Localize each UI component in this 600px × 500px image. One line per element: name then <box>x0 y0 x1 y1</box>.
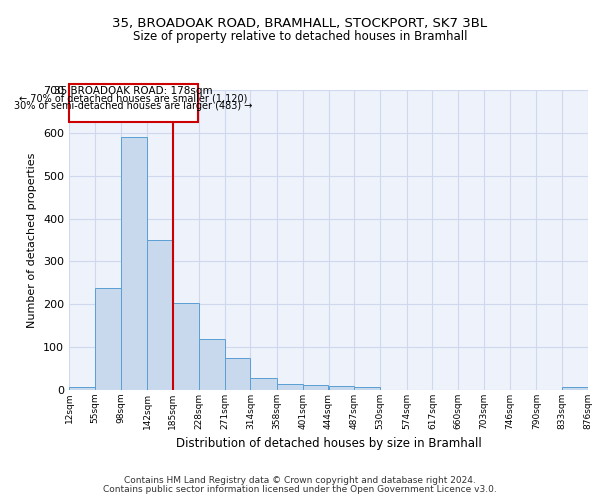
Y-axis label: Number of detached properties: Number of detached properties <box>28 152 37 328</box>
Bar <box>302 386 329 390</box>
Bar <box>147 240 173 390</box>
Text: 35 BROADOAK ROAD: 178sqm: 35 BROADOAK ROAD: 178sqm <box>54 86 213 96</box>
Bar <box>121 137 147 390</box>
Bar <box>173 302 199 390</box>
Text: Contains HM Land Registry data © Crown copyright and database right 2024.: Contains HM Land Registry data © Crown c… <box>124 476 476 485</box>
Bar <box>277 384 302 390</box>
Bar <box>199 340 224 390</box>
Bar <box>95 288 121 390</box>
X-axis label: Distribution of detached houses by size in Bramhall: Distribution of detached houses by size … <box>176 438 481 450</box>
Bar <box>562 386 588 390</box>
Text: Size of property relative to detached houses in Bramhall: Size of property relative to detached ho… <box>133 30 467 43</box>
Text: 30% of semi-detached houses are larger (483) →: 30% of semi-detached houses are larger (… <box>14 100 253 110</box>
Bar <box>329 386 355 390</box>
Bar <box>224 358 250 390</box>
Bar <box>250 378 277 390</box>
Bar <box>355 386 380 390</box>
Text: 35, BROADOAK ROAD, BRAMHALL, STOCKPORT, SK7 3BL: 35, BROADOAK ROAD, BRAMHALL, STOCKPORT, … <box>112 18 488 30</box>
Text: ← 70% of detached houses are smaller (1,120): ← 70% of detached houses are smaller (1,… <box>19 94 248 104</box>
FancyBboxPatch shape <box>69 84 198 122</box>
Text: Contains public sector information licensed under the Open Government Licence v3: Contains public sector information licen… <box>103 485 497 494</box>
Bar <box>69 386 95 390</box>
